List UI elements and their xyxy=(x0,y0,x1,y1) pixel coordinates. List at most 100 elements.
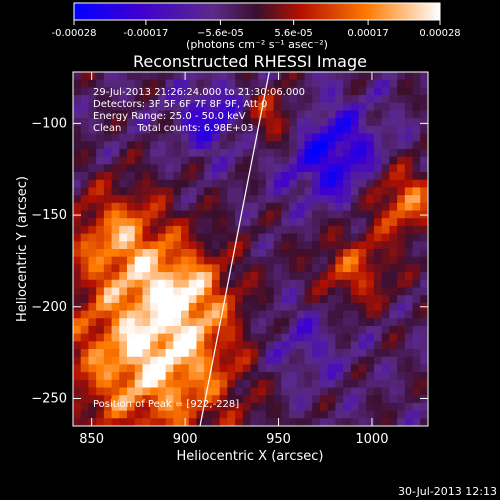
heatmap-cell xyxy=(188,218,198,227)
heatmap-cell xyxy=(150,172,159,181)
heatmap-cell xyxy=(420,349,428,358)
heatmap-cell xyxy=(88,387,97,396)
heatmap-cell xyxy=(343,125,352,135)
heatmap-cell xyxy=(420,387,428,396)
heatmap-cell xyxy=(157,249,167,258)
heatmap-cell xyxy=(219,372,228,381)
heatmap-cell xyxy=(304,287,313,296)
heatmap-cell xyxy=(173,418,182,426)
heatmap-cell xyxy=(119,87,128,96)
heatmap-cell xyxy=(373,110,383,119)
heatmap-cell xyxy=(119,95,128,104)
heatmap-cell xyxy=(319,249,329,258)
heatmap-cell xyxy=(273,387,282,396)
heatmap-cell xyxy=(381,287,391,296)
heatmap-cell xyxy=(227,210,236,219)
heatmap-cell xyxy=(304,325,313,335)
heatmap-cell xyxy=(335,402,344,412)
heatmap-cell xyxy=(358,133,367,142)
heatmap-cell xyxy=(173,218,182,227)
heatmap-cell xyxy=(227,225,236,235)
heatmap-cell xyxy=(381,333,391,342)
heatmap-cell xyxy=(165,87,174,96)
heatmap-cell xyxy=(219,110,228,119)
heatmap-cell xyxy=(181,349,190,358)
heatmap-cell xyxy=(281,410,290,419)
heatmap-cell xyxy=(165,141,174,150)
heatmap-cell xyxy=(304,241,313,250)
heatmap-cell xyxy=(188,249,198,258)
heatmap-cell xyxy=(404,349,414,358)
heatmap-cell xyxy=(96,349,105,358)
heatmap-cell xyxy=(134,164,144,173)
heatmap-cell xyxy=(366,225,375,235)
heatmap-cell xyxy=(204,118,213,127)
heatmap-cell xyxy=(289,410,298,419)
heatmap-cell xyxy=(235,148,244,158)
heatmap-cell xyxy=(173,410,182,419)
heatmap-cell xyxy=(304,333,313,342)
heatmap-cell xyxy=(373,256,383,265)
heatmap-cell xyxy=(73,195,82,204)
heatmap-cell xyxy=(366,102,375,112)
heatmap-cell xyxy=(119,272,128,281)
heatmap-cell xyxy=(350,379,360,389)
heatmap-cell xyxy=(412,172,421,181)
heatmap-cell xyxy=(235,141,244,150)
heatmap-cell xyxy=(397,295,406,304)
heatmap-cell xyxy=(88,202,97,212)
heatmap-cell xyxy=(219,364,228,373)
heatmap-cell xyxy=(119,210,128,219)
heatmap-cell xyxy=(204,233,213,242)
heatmap-cell xyxy=(273,156,282,165)
heatmap-cell xyxy=(96,402,105,412)
heatmap-cell xyxy=(304,249,313,258)
heatmap-cell xyxy=(111,402,120,412)
heatmap-cell xyxy=(412,233,421,242)
heatmap-cell xyxy=(111,233,120,242)
heatmap-cell xyxy=(111,379,120,389)
heatmap-cell xyxy=(88,148,97,158)
heatmap-cell xyxy=(327,372,336,381)
heatmap-cell xyxy=(273,418,282,426)
heatmap-cell xyxy=(196,341,205,350)
heatmap-cell xyxy=(312,302,321,312)
heatmap-cell xyxy=(227,418,236,426)
heatmap-cell xyxy=(73,372,82,381)
heatmap-cell xyxy=(281,241,290,250)
heatmap-cell xyxy=(157,325,167,335)
heatmap-cell xyxy=(142,210,151,219)
heatmap-cell xyxy=(312,95,321,104)
heatmap-cell xyxy=(289,102,298,112)
heatmap-cell xyxy=(312,272,321,281)
heatmap-cell xyxy=(219,402,228,412)
heatmap-cell xyxy=(211,148,221,158)
heatmap-cell xyxy=(127,179,136,189)
heatmap-cell xyxy=(119,349,128,358)
heatmap-cell xyxy=(188,279,198,289)
heatmap-cell xyxy=(219,118,228,127)
heatmap-cell xyxy=(258,249,267,258)
heatmap-cell xyxy=(235,279,244,289)
heatmap-cell xyxy=(250,148,259,158)
heatmap-cell xyxy=(127,325,136,335)
heatmap-cell xyxy=(165,272,174,281)
heatmap-cell xyxy=(196,402,205,412)
heatmap-cell xyxy=(211,195,221,204)
heatmap-cell xyxy=(242,249,252,258)
heatmap-cell xyxy=(381,102,391,112)
heatmap-cell xyxy=(242,148,252,158)
heatmap-cell xyxy=(258,387,267,396)
heatmap-cell xyxy=(389,118,398,127)
heatmap-cell xyxy=(350,148,360,158)
heatmap-cell xyxy=(242,225,252,235)
heatmap-cell xyxy=(103,387,113,396)
heatmap-cell xyxy=(381,233,391,242)
heatmap-cell xyxy=(242,72,252,81)
heatmap-cell xyxy=(142,418,151,426)
heatmap-cell xyxy=(88,125,97,135)
heatmap-cell xyxy=(358,95,367,104)
heatmap-cell xyxy=(196,164,205,173)
heatmap-cells xyxy=(73,72,428,426)
heatmap-cell xyxy=(281,125,290,135)
